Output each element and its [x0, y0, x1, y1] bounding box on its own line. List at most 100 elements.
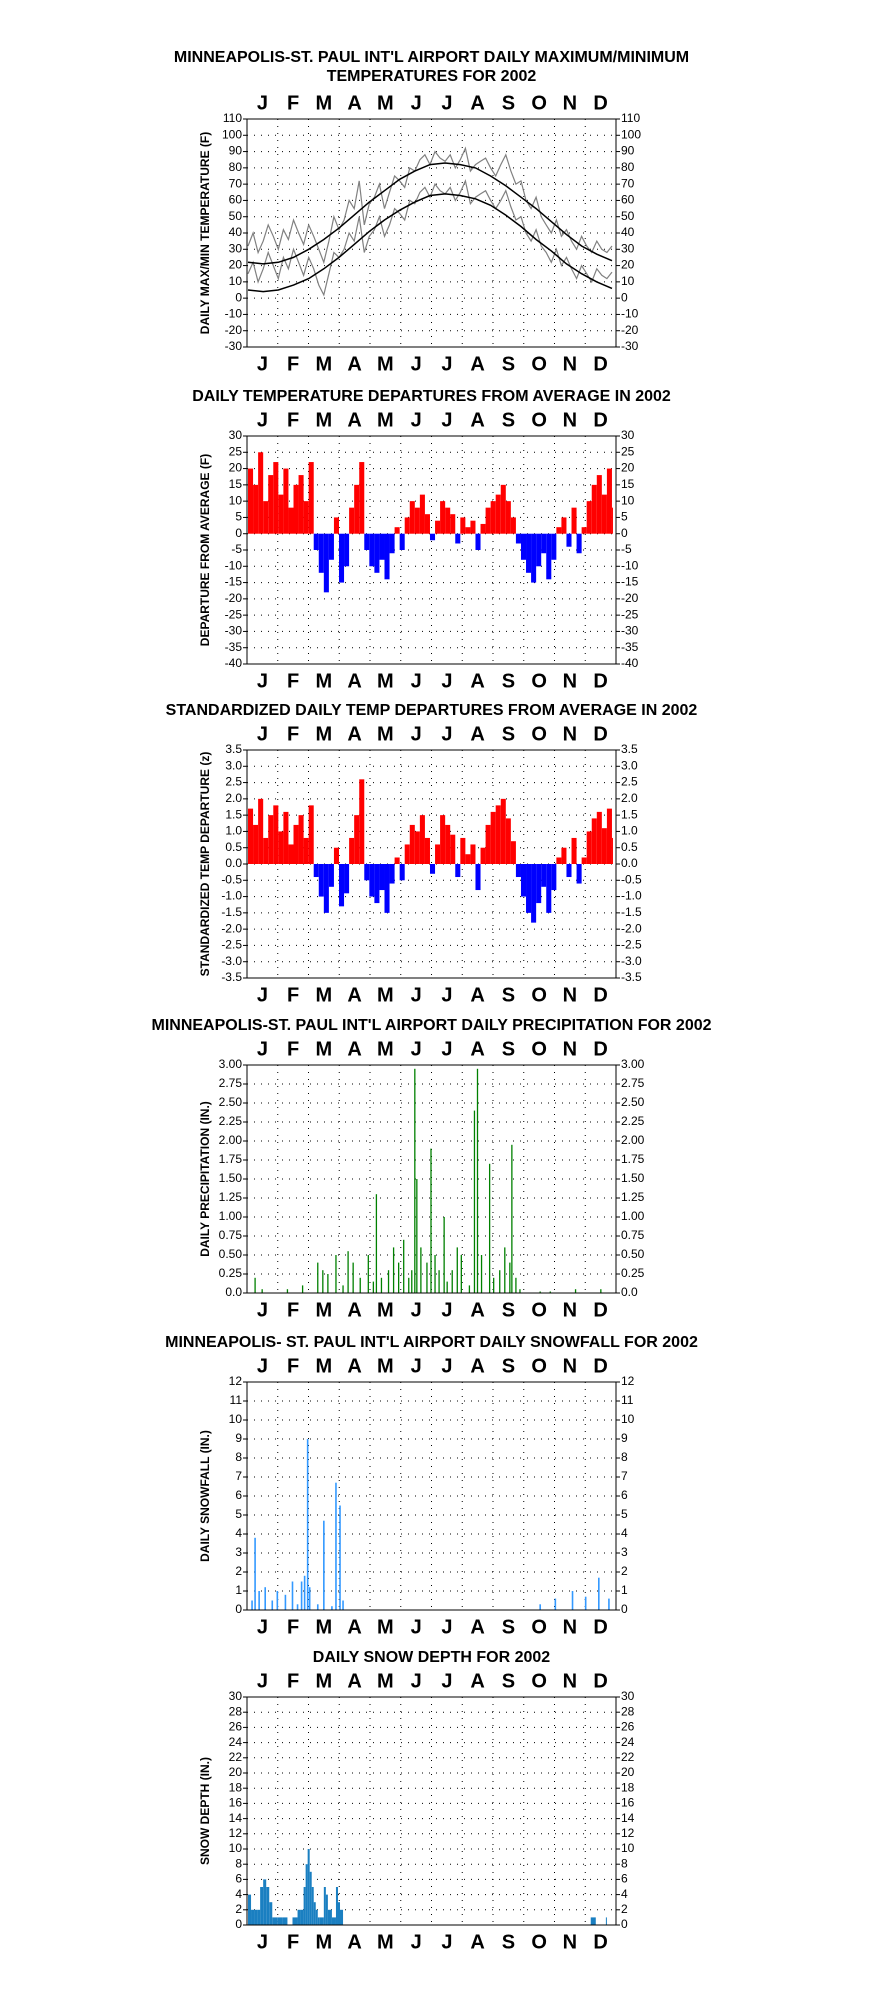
y-tick-label: 2.00 — [219, 1133, 243, 1147]
temperature-line — [247, 193, 613, 293]
y-tick-label: 10 — [229, 1412, 243, 1426]
y2-tick-label: -15 — [621, 575, 639, 589]
month-label: J — [411, 1931, 422, 1953]
y2-tick-label: 1.50 — [621, 1171, 645, 1185]
bar — [258, 1591, 260, 1610]
bar — [414, 1068, 416, 1293]
y2-tick-label: 0.0 — [621, 856, 638, 870]
y2-tick-label: 25 — [621, 444, 635, 458]
bar — [305, 1864, 308, 1925]
bar — [300, 1909, 304, 1925]
month-label: J — [411, 1038, 422, 1060]
month-label: N — [563, 723, 577, 745]
month-label: D — [593, 670, 607, 692]
bar — [260, 1887, 264, 1925]
bar — [308, 1587, 311, 1610]
bar — [429, 533, 436, 541]
month-label: N — [563, 1299, 577, 1321]
month-label: M — [377, 1299, 394, 1321]
y2-tick-label: 3 — [621, 1545, 628, 1559]
month-label: D — [593, 1670, 607, 1692]
month-label: J — [411, 1299, 422, 1321]
bar — [586, 831, 592, 864]
bar — [254, 1537, 256, 1610]
y-tick-label: 25 — [229, 444, 243, 458]
month-label: O — [531, 92, 547, 114]
bar — [601, 494, 607, 534]
month-label: M — [316, 984, 333, 1006]
month-label: N — [563, 1355, 577, 1377]
bar — [318, 533, 324, 573]
bar — [475, 864, 481, 891]
month-label: A — [347, 723, 361, 745]
bar — [352, 1262, 354, 1293]
bar — [606, 468, 612, 534]
month-label: M — [377, 409, 394, 431]
plot-frame — [246, 1696, 617, 1926]
month-label: M — [316, 92, 333, 114]
month-label: J — [411, 92, 422, 114]
bar — [273, 462, 279, 534]
month-label: J — [441, 670, 452, 692]
bar — [566, 864, 572, 878]
bar — [526, 864, 532, 913]
y2-tick-label: 20 — [621, 461, 635, 475]
bar — [419, 494, 425, 534]
plot-frame — [246, 1381, 617, 1611]
bar — [571, 1591, 574, 1610]
bar — [546, 533, 552, 580]
bar — [298, 815, 304, 864]
bar — [438, 1270, 440, 1293]
bar — [327, 1909, 332, 1925]
y2-tick-label: 1.00 — [621, 1209, 645, 1223]
bar — [303, 1575, 306, 1610]
bar — [338, 533, 345, 583]
y-tick-label: -0.5 — [221, 872, 242, 886]
month-label: M — [377, 353, 394, 375]
month-label: M — [377, 984, 394, 1006]
y2-tick-label: -2.5 — [621, 938, 642, 952]
y-tick-label: 0.25 — [219, 1266, 243, 1280]
bar — [325, 1894, 328, 1925]
y2-tick-label: 22 — [621, 1750, 635, 1764]
month-label: F — [287, 1616, 299, 1638]
bar — [283, 811, 289, 864]
bar — [601, 828, 607, 864]
bar — [317, 1262, 319, 1293]
month-label: J — [257, 1299, 268, 1321]
y2-tick-label: 3.5 — [621, 742, 638, 756]
y-tick-label: 2.0 — [225, 791, 242, 805]
month-label: S — [502, 1670, 515, 1692]
bar — [354, 484, 360, 534]
y-tick-label: 0 — [235, 290, 242, 304]
y-tick-label: 20 — [229, 461, 243, 475]
y-tick-label: 16 — [229, 1796, 243, 1810]
y-tick-label: 0 — [235, 1917, 242, 1931]
y2-tick-label: 30 — [621, 428, 635, 442]
month-label: F — [287, 723, 299, 745]
y2-tick-label: 28 — [621, 1704, 635, 1718]
month-label: S — [502, 723, 515, 745]
bar — [493, 1277, 495, 1293]
bar — [576, 864, 582, 884]
month-label: A — [347, 353, 361, 375]
bar — [387, 1270, 390, 1293]
bar — [576, 533, 582, 554]
bar — [445, 824, 451, 864]
bar — [389, 864, 395, 884]
y-tick-label: 2 — [235, 1564, 242, 1578]
y2-tick-label: -25 — [621, 607, 639, 621]
y2-tick-label: -30 — [621, 624, 639, 638]
month-label: A — [347, 1355, 361, 1377]
bar — [384, 533, 390, 580]
y-tick-label: -1.5 — [221, 905, 242, 919]
month-label: D — [593, 1299, 607, 1321]
month-label: M — [377, 1931, 394, 1953]
month-label: J — [411, 1670, 422, 1692]
y-tick-label: -10 — [225, 307, 243, 321]
y-axis-label: STANDARDIZED TEMP DEPARTURE (z) — [198, 752, 212, 977]
y2-tick-label: 11 — [621, 1393, 634, 1407]
y-tick-label: 1.00 — [219, 1209, 243, 1223]
month-label: O — [531, 1931, 547, 1953]
bar — [251, 1600, 253, 1610]
